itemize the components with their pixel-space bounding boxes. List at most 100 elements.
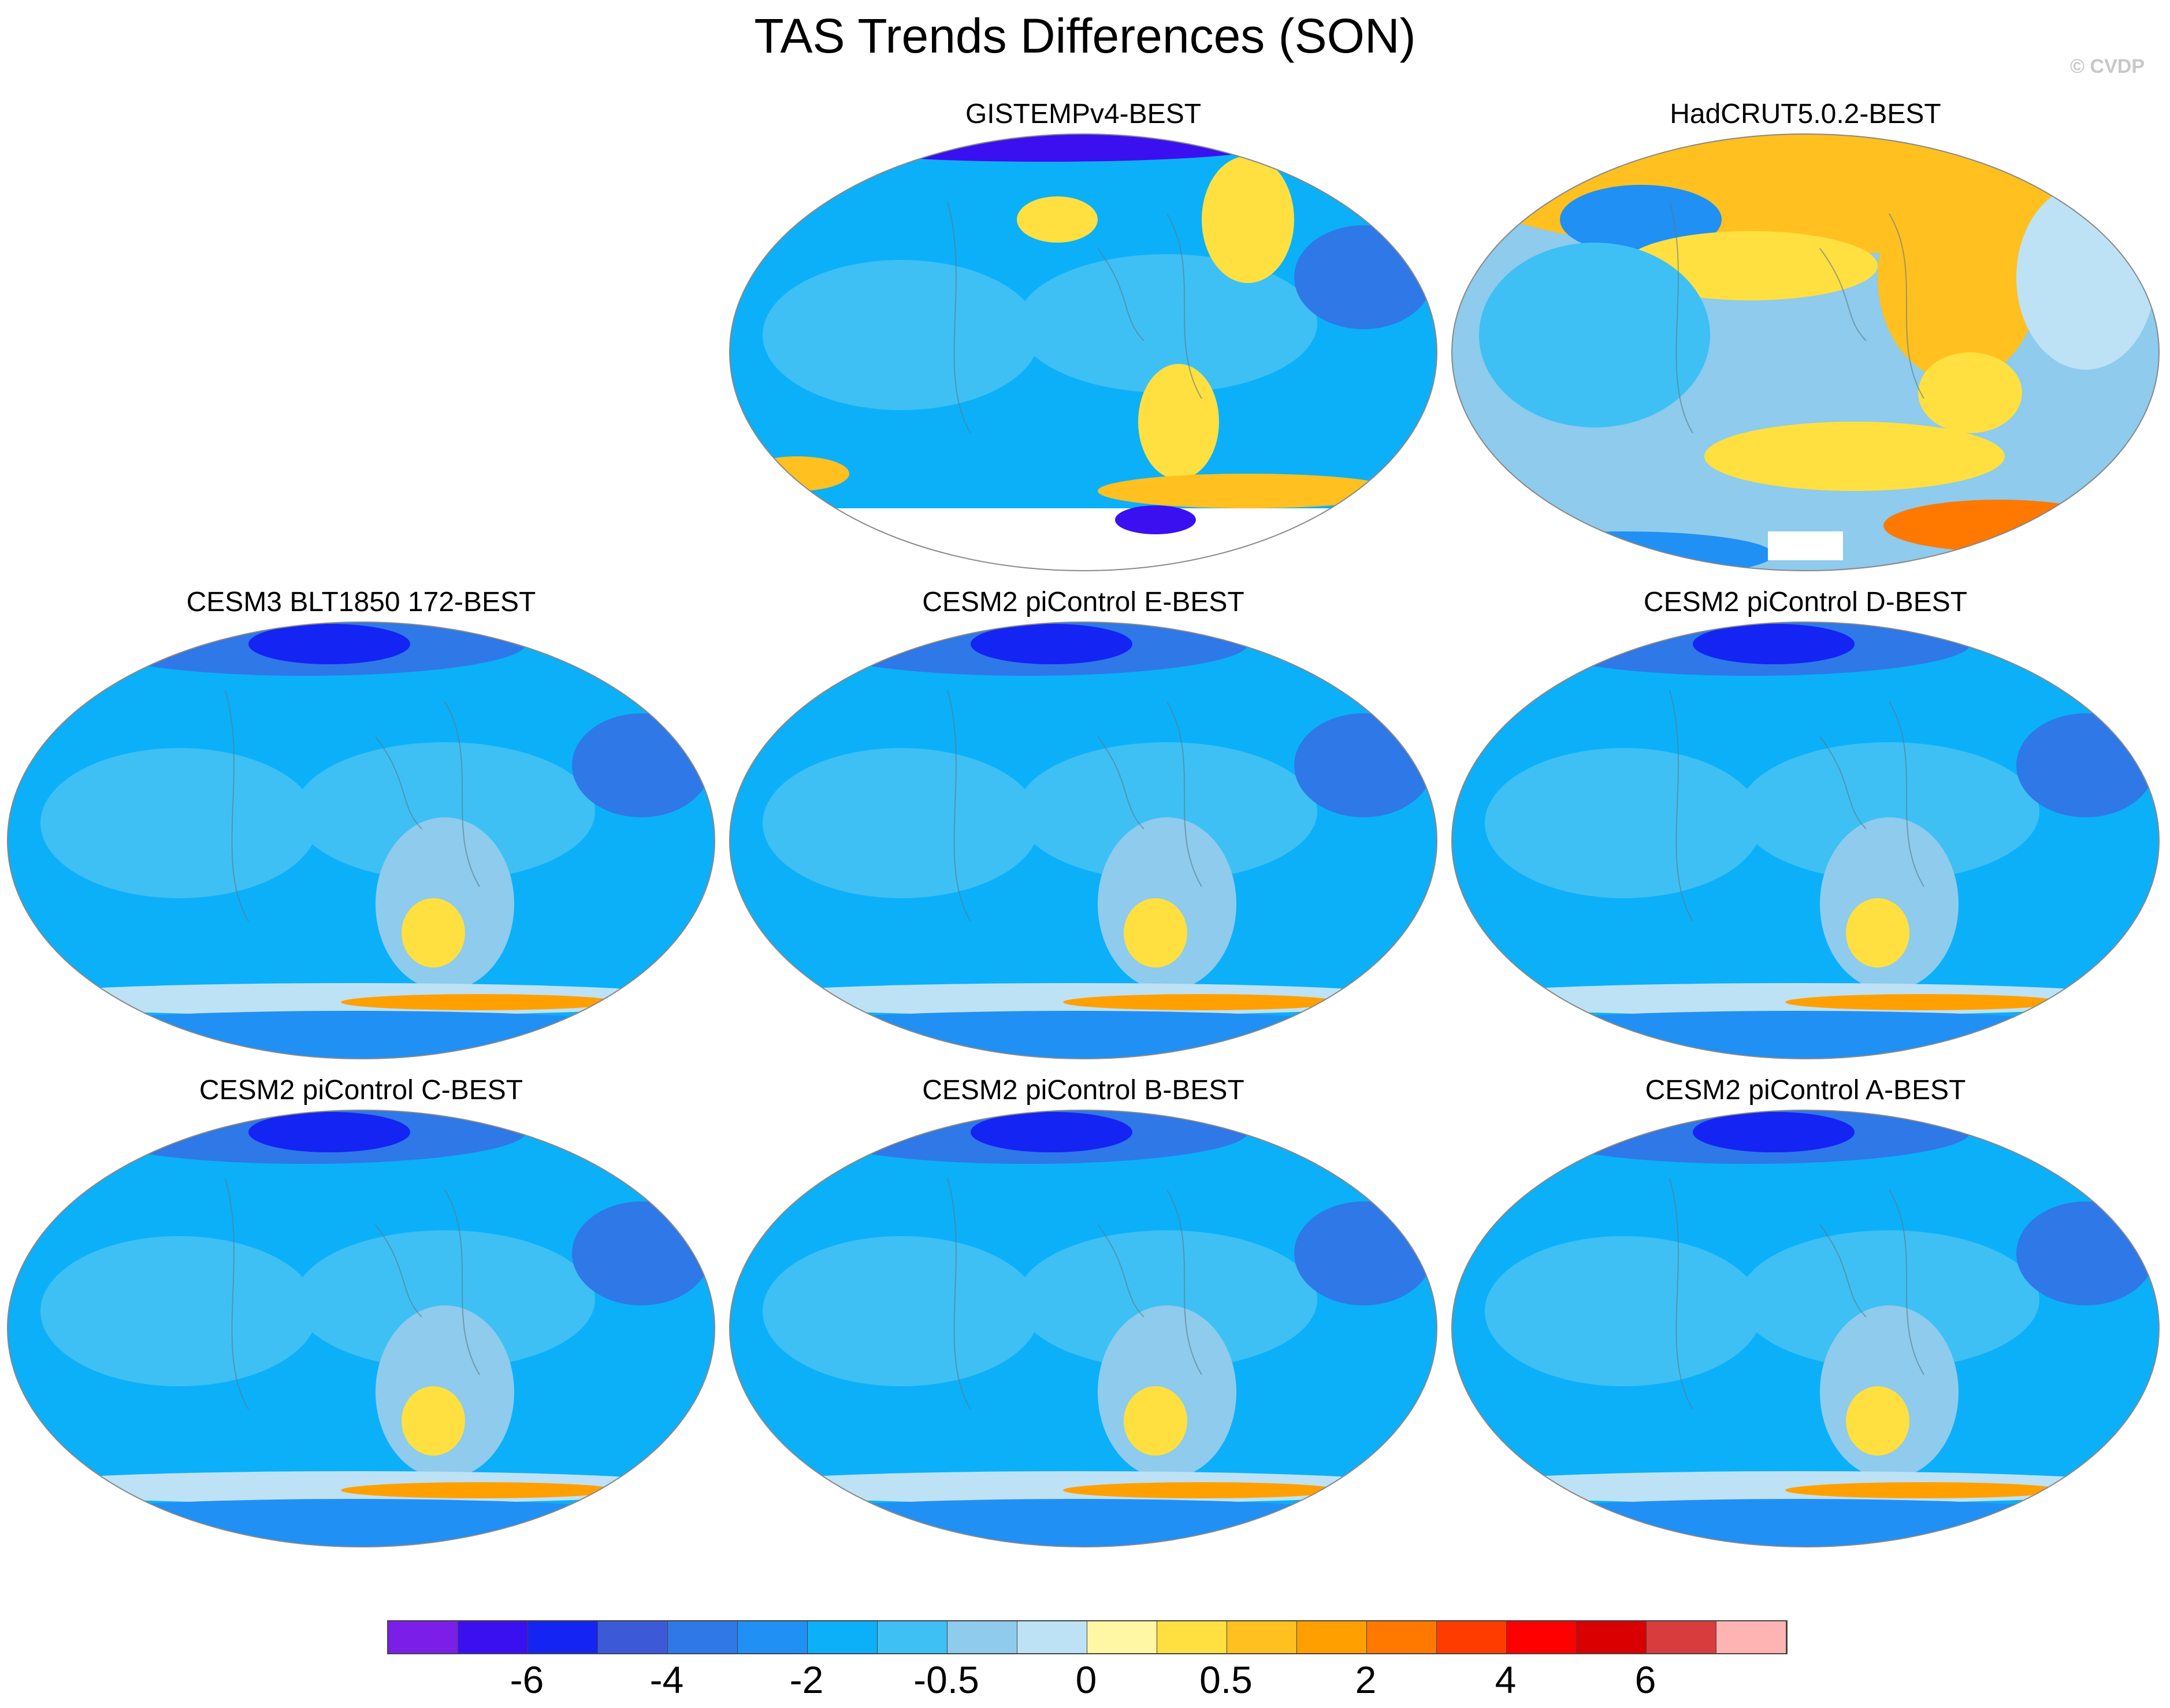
anomaly-region: [1017, 742, 1317, 881]
colorbar-ticks: -6 -4 -2 -0.5 0 0.5 2 4 6: [387, 1658, 1785, 1704]
world-map: [729, 1110, 1437, 1547]
colorbar-swatch: [1157, 1621, 1227, 1653]
colorbar-swatch: [1227, 1621, 1297, 1653]
colorbar-swatch: [388, 1621, 458, 1653]
map-panel: CESM3 BLT1850 172-BEST: [6, 586, 716, 1071]
cool-anomaly: [1115, 505, 1196, 534]
colorbar-tick-label: 2: [1355, 1658, 1377, 1701]
anomaly-region: [763, 1236, 1040, 1386]
cool-anomaly: [971, 624, 1132, 664]
colorbar-swatch: [947, 1621, 1017, 1653]
warm-anomaly: [1202, 156, 1294, 283]
cool-anomaly: [248, 1112, 410, 1152]
world-map: [7, 1110, 715, 1547]
anomaly-region: [1017, 1230, 1317, 1369]
warm-anomaly: [1098, 474, 1398, 508]
anomaly-region: [2016, 1201, 2155, 1305]
map-panel: CESM2 piControl B-BEST: [728, 1074, 1439, 1560]
map-outline: [729, 1110, 1437, 1547]
panel-title: CESM2 piControl A-BEST: [1645, 1075, 1966, 1106]
cool-anomaly: [8, 1011, 711, 1059]
colorbar-swatch: [1017, 1621, 1087, 1653]
anomaly-region: [1485, 1236, 1762, 1386]
colorbar-swatch: [1087, 1621, 1157, 1653]
colorbar-swatch: [878, 1621, 947, 1653]
credit-watermark: © CVDP: [2070, 55, 2145, 77]
warm-anomaly: [1785, 994, 2063, 1010]
map-outline: [1451, 1110, 2160, 1547]
world-map: [7, 622, 715, 1059]
colorbar-swatch: [1716, 1621, 1786, 1653]
anomaly-region: [295, 1230, 595, 1369]
colorbar-swatch: [1507, 1621, 1577, 1653]
coastline: [225, 1178, 480, 1410]
map-outline: [729, 622, 1437, 1059]
coastline: [1669, 690, 1924, 922]
panel-title: CESM2 piControl C-BEST: [199, 1075, 523, 1106]
colorbar-tick-label: -0.5: [913, 1658, 979, 1701]
world-map: [1451, 622, 2160, 1059]
anomaly-region: [2016, 713, 2155, 817]
warm-anomaly: [1785, 1482, 2063, 1498]
anomaly-region: [1017, 254, 1317, 393]
coastline: [225, 690, 480, 922]
colorbar-swatch: [528, 1621, 598, 1653]
anomaly-region: [572, 1201, 711, 1305]
warm-anomaly: [402, 898, 465, 968]
map-outline: [7, 622, 715, 1059]
colorbar-swatch: [808, 1621, 878, 1653]
map-panel: CESM2 piControl D-BEST: [1450, 586, 2161, 1071]
map-outline: [729, 133, 1437, 571]
map-outline: [1451, 133, 2160, 571]
cool-anomaly: [1693, 624, 1855, 664]
anomaly-region: [763, 748, 1040, 898]
warm-anomaly: [1063, 994, 1340, 1010]
panel-title: CESM2 piControl B-BEST: [922, 1075, 1244, 1106]
cool-anomaly: [730, 1011, 1433, 1059]
anomaly-region: [40, 748, 318, 898]
cool-anomaly: [1452, 1499, 2155, 1547]
anomaly-region: [1294, 1201, 1433, 1305]
warm-anomaly: [1846, 898, 1909, 968]
neutral-area: [2016, 185, 2155, 370]
panel-title: CESM3 BLT1850 172-BEST: [186, 587, 536, 617]
anomaly-region: [1739, 742, 2039, 881]
cool-anomaly: [1479, 243, 1710, 427]
map-outline: [1451, 622, 2160, 1059]
panel-title: CESM2 piControl E-BEST: [922, 587, 1244, 617]
coastline: [947, 690, 1202, 922]
warm-anomaly: [1883, 500, 2115, 552]
coastline: [947, 1178, 1202, 1410]
panel-title: CESM2 piControl D-BEST: [1643, 587, 1968, 617]
map-panel: CESM2 piControl E-BEST: [728, 586, 1439, 1071]
colorbar-swatch: [1577, 1621, 1647, 1653]
colorbar-swatch: [1647, 1621, 1716, 1653]
cool-anomaly: [971, 1112, 1132, 1152]
panel-title: HadCRUT5.0.2-BEST: [1670, 99, 1941, 129]
colorbar-tick-label: 0.5: [1199, 1658, 1253, 1701]
world-map: [1451, 133, 2160, 571]
warm-anomaly: [1017, 196, 1098, 243]
figure-title: TAS Trends Differences (SON): [754, 9, 1416, 63]
colorbar-swatch: [1367, 1621, 1437, 1653]
cool-anomaly: [1693, 1112, 1855, 1152]
map-panel: CESM2 piControl C-BEST: [6, 1074, 716, 1560]
world-map: [1451, 1110, 2160, 1547]
coastline: [1669, 202, 1924, 434]
warm-anomaly: [745, 456, 849, 491]
colorbar-swatch: [668, 1621, 738, 1653]
colorbar-swatch: [738, 1621, 808, 1653]
warm-anomaly: [1124, 898, 1187, 968]
colorbar-swatch: [458, 1621, 528, 1653]
colorbar-tick-label: 4: [1495, 1658, 1517, 1701]
map-panel: GISTEMPv4-BEST: [728, 98, 1439, 583]
world-map: [729, 133, 1437, 571]
map-outline: [7, 1110, 715, 1547]
warm-anomaly: [1704, 422, 2005, 491]
warm-anomaly: [1918, 352, 2022, 433]
colorbar: [387, 1620, 1788, 1654]
colorbar-swatch: [1297, 1621, 1367, 1653]
colorbar-tick-label: -2: [789, 1658, 824, 1701]
warm-anomaly: [1138, 364, 1219, 479]
anomaly-region: [572, 713, 711, 817]
